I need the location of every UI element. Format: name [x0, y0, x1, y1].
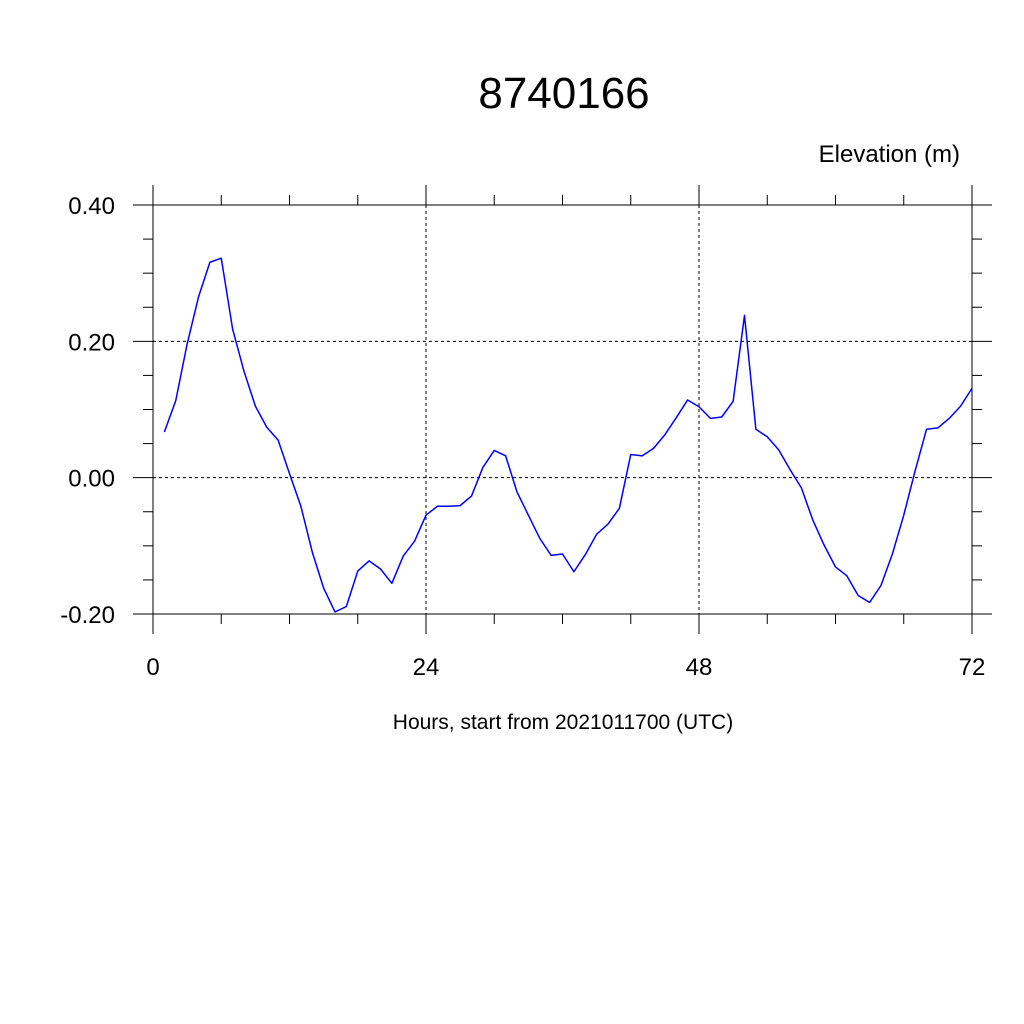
plot-frame	[152, 204, 973, 615]
x-axis-label: Hours, start from 2021011700 (UTC)	[393, 711, 733, 734]
y-tick-label-3: 0.40	[68, 193, 115, 220]
x-tick-label-3: 72	[959, 654, 986, 681]
series-line-0	[163, 257, 973, 613]
chart-title: 8740166	[478, 69, 649, 118]
tick-labels: 0 24 48 72 -0.20 0.00 0.20 0.40	[60, 193, 985, 681]
series-layer	[163, 257, 973, 613]
y-axis-label: Elevation (m)	[819, 141, 960, 168]
y-tick-label-2: 0.20	[68, 329, 115, 356]
x-tick-label-0: 0	[146, 654, 159, 681]
grid-lines	[152, 204, 973, 615]
tick-marks	[133, 185, 992, 634]
y-tick-label-1: 0.00	[68, 466, 115, 493]
x-tick-label-1: 24	[413, 654, 440, 681]
y-tick-label-0: -0.20	[60, 602, 115, 629]
x-tick-label-2: 48	[686, 654, 713, 681]
